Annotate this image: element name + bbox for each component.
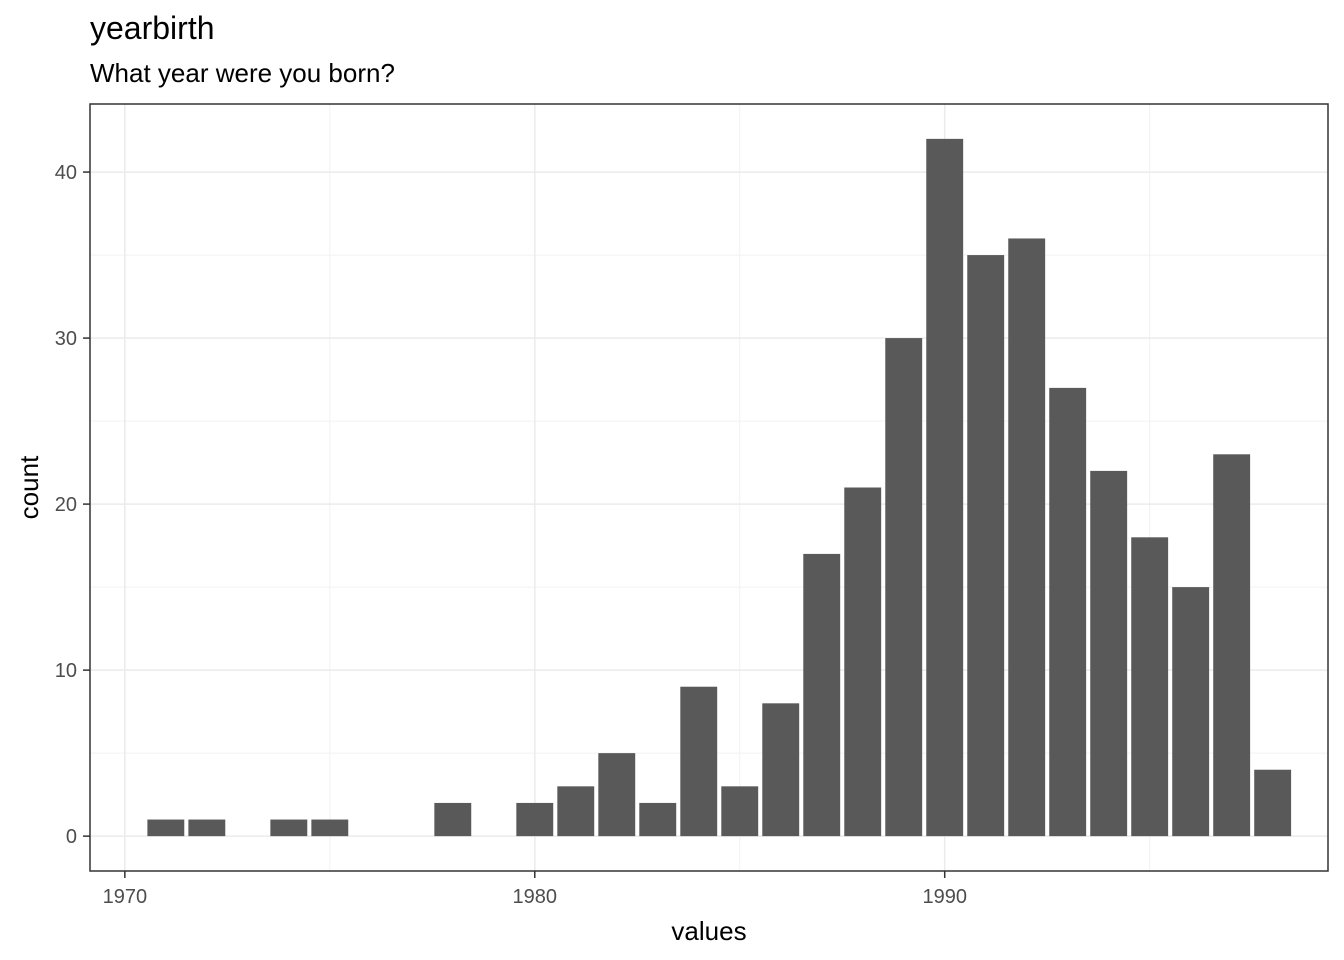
y-axis: 0 10 20 30 40	[55, 162, 90, 848]
bar-1971	[147, 819, 185, 837]
panel-border	[89, 103, 1329, 872]
bar-1983	[639, 802, 677, 837]
bar-1984	[680, 686, 718, 837]
chart-title: yearbirth	[90, 10, 215, 46]
bar-1990	[926, 138, 964, 837]
x-tick-label: 1980	[513, 886, 558, 908]
bar-1975	[311, 819, 349, 837]
bar-1980	[516, 802, 554, 837]
bar-1989	[885, 338, 923, 837]
bars	[147, 138, 1292, 837]
y-tick-label: 30	[55, 328, 77, 350]
bar-1972	[188, 819, 226, 837]
y-tick-label: 10	[55, 660, 77, 682]
bar-1985	[721, 786, 759, 837]
bar-1998	[1254, 769, 1292, 837]
bar-1995	[1131, 537, 1169, 837]
bar-1997	[1213, 454, 1251, 837]
x-axis: 1970 1980 1990	[103, 871, 967, 908]
bar-1978	[434, 802, 472, 837]
bar-1988	[844, 487, 882, 837]
bar-1996	[1172, 587, 1210, 837]
y-axis-title: count	[14, 455, 44, 519]
bar-1982	[598, 753, 636, 837]
y-tick-label: 0	[66, 826, 77, 848]
y-tick-label: 40	[55, 162, 77, 184]
bar-1993	[1049, 387, 1087, 837]
chart-subtitle: What year were you born?	[90, 58, 395, 88]
bar-1986	[762, 703, 800, 837]
bar-1994	[1090, 470, 1128, 837]
x-tick-label: 1990	[922, 886, 967, 908]
bar-1991	[967, 255, 1005, 837]
bar-1981	[557, 786, 595, 837]
y-tick-label: 20	[55, 494, 77, 516]
x-axis-title: values	[671, 916, 746, 946]
bar-1987	[803, 553, 841, 837]
bar-1974	[270, 819, 308, 837]
x-tick-label: 1970	[103, 886, 148, 908]
bar-1992	[1008, 238, 1046, 837]
